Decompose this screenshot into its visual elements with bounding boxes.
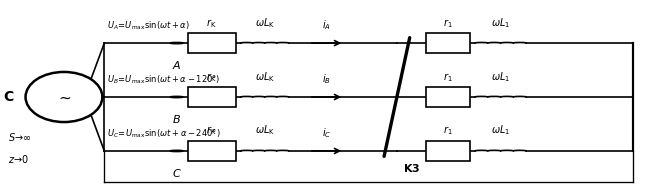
Text: $\omega L_\mathrm{K}$: $\omega L_\mathrm{K}$ <box>255 70 275 84</box>
Bar <box>426 87 470 107</box>
Text: $r_\mathrm{K}$: $r_\mathrm{K}$ <box>206 17 217 30</box>
Text: $\omega L_1$: $\omega L_1$ <box>491 16 510 30</box>
Text: $r_1$: $r_1$ <box>443 71 453 84</box>
Text: $\mathit{A}$: $\mathit{A}$ <box>172 59 182 71</box>
Text: $r_\mathrm{K}$: $r_\mathrm{K}$ <box>206 125 217 137</box>
Bar <box>187 33 236 53</box>
Text: $U_B\!=\!U_{\mathrm{max}}\sin(\omega t + \alpha - 120°)$: $U_B\!=\!U_{\mathrm{max}}\sin(\omega t +… <box>107 74 221 86</box>
Text: $\mathbf{C}$: $\mathbf{C}$ <box>3 90 14 104</box>
Text: $r_\mathrm{K}$: $r_\mathrm{K}$ <box>206 71 217 84</box>
Text: $i_B$: $i_B$ <box>322 73 331 86</box>
Text: $S\!\rightarrow\!\infty$: $S\!\rightarrow\!\infty$ <box>8 132 32 143</box>
Text: $\omega L_1$: $\omega L_1$ <box>491 70 510 84</box>
Text: $\mathit{B}$: $\mathit{B}$ <box>172 113 181 125</box>
Text: $i_C$: $i_C$ <box>322 126 331 140</box>
Text: $\mathbf{K3}$: $\mathbf{K3}$ <box>403 162 421 173</box>
Ellipse shape <box>26 72 102 122</box>
Text: $i_A$: $i_A$ <box>322 19 331 32</box>
Text: $\sim$: $\sim$ <box>56 89 72 105</box>
Ellipse shape <box>171 96 183 98</box>
Ellipse shape <box>171 150 183 152</box>
Text: $r_1$: $r_1$ <box>443 17 453 30</box>
Text: $z\!\rightarrow\!0$: $z\!\rightarrow\!0$ <box>8 153 30 165</box>
Text: $\omega L_1$: $\omega L_1$ <box>491 124 510 137</box>
Text: $\omega L_\mathrm{K}$: $\omega L_\mathrm{K}$ <box>255 124 275 137</box>
Text: $U_C\!=\!U_{\mathrm{max}}\sin(\omega t + \alpha - 240°)$: $U_C\!=\!U_{\mathrm{max}}\sin(\omega t +… <box>107 128 221 140</box>
Bar <box>187 141 236 161</box>
Bar <box>187 87 236 107</box>
Ellipse shape <box>171 42 183 44</box>
Text: $\omega L_\mathrm{K}$: $\omega L_\mathrm{K}$ <box>255 16 275 30</box>
Bar <box>426 33 470 53</box>
Text: $\mathit{C}$: $\mathit{C}$ <box>172 167 182 179</box>
Text: $U_A\!=\!U_{\mathrm{max}}\sin(\omega t + \alpha)$: $U_A\!=\!U_{\mathrm{max}}\sin(\omega t +… <box>107 20 191 32</box>
Bar <box>426 141 470 161</box>
Text: $r_1$: $r_1$ <box>443 125 453 137</box>
